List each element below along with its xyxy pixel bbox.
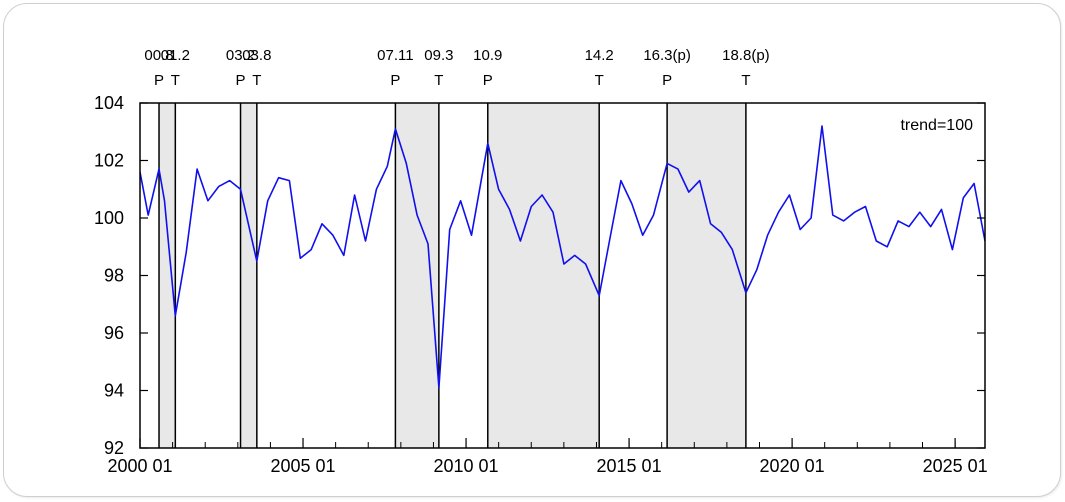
y-tick-label: 98 bbox=[104, 266, 124, 286]
axes: 92 94 96 98 100 102 104 2000 01 2005 01 2010 01 20… bbox=[94, 93, 988, 476]
turning-point-date: 00.8 bbox=[144, 47, 173, 64]
turning-point-type: T bbox=[595, 72, 604, 89]
series-line bbox=[140, 125, 985, 389]
turning-point-date: 07.11 bbox=[377, 47, 413, 64]
turning-point-type: T bbox=[252, 72, 261, 89]
y-tick-label: 92 bbox=[104, 438, 124, 458]
turning-point-date: 18.8(p) bbox=[722, 47, 770, 64]
y-tick-label: 102 bbox=[94, 151, 124, 171]
x-tick-label: 2000 01 bbox=[107, 456, 172, 476]
y-tick-label: 104 bbox=[94, 93, 124, 113]
x-tick-label: 2010 01 bbox=[434, 456, 499, 476]
series-group bbox=[140, 125, 985, 389]
y-tick-label: 100 bbox=[94, 208, 124, 228]
turning-point-type: P bbox=[154, 72, 164, 89]
turning-point-type: P bbox=[390, 72, 400, 89]
turning-point-date: 03.2 bbox=[226, 47, 255, 64]
contraction-shade bbox=[487, 103, 600, 448]
x-tick-label: 2015 01 bbox=[597, 456, 662, 476]
turning-point-date: 16.3(p) bbox=[643, 47, 691, 64]
turning-point-type: P bbox=[483, 72, 493, 89]
turning-point-type: T bbox=[741, 72, 750, 89]
x-tick-label: 2025 01 bbox=[923, 456, 988, 476]
contraction-shade bbox=[395, 103, 439, 448]
y-tick-label: 94 bbox=[104, 381, 124, 401]
turning-point-date: 10.9 bbox=[473, 47, 502, 64]
turning-point-type: T bbox=[434, 72, 443, 89]
legend-label: trend=100 bbox=[900, 117, 973, 134]
turning-point-lines bbox=[158, 103, 747, 448]
contraction-shade bbox=[667, 103, 746, 448]
turning-point-type: P bbox=[236, 72, 246, 89]
x-tick-label: 2020 01 bbox=[760, 456, 825, 476]
turning-point-date: 14.2 bbox=[585, 47, 614, 64]
x-tick-label: 2005 01 bbox=[270, 456, 335, 476]
turning-point-type: P bbox=[662, 72, 672, 89]
y-tick-label: 96 bbox=[104, 323, 124, 343]
contraction-shade bbox=[240, 103, 257, 448]
turning-point-type: T bbox=[171, 72, 180, 89]
turning-point-date: 03.8 bbox=[242, 47, 271, 64]
contraction-shades bbox=[159, 103, 746, 448]
contraction-shade bbox=[159, 103, 176, 448]
turning-point-labels: 00.8 P 01.2 T 03.2 P 03.8 T 07.11 P 09.3 T 10.9 P 14.2… bbox=[144, 47, 769, 89]
turning-point-date: 09.3 bbox=[424, 47, 453, 64]
turning-point-date: 01.2 bbox=[161, 47, 190, 64]
